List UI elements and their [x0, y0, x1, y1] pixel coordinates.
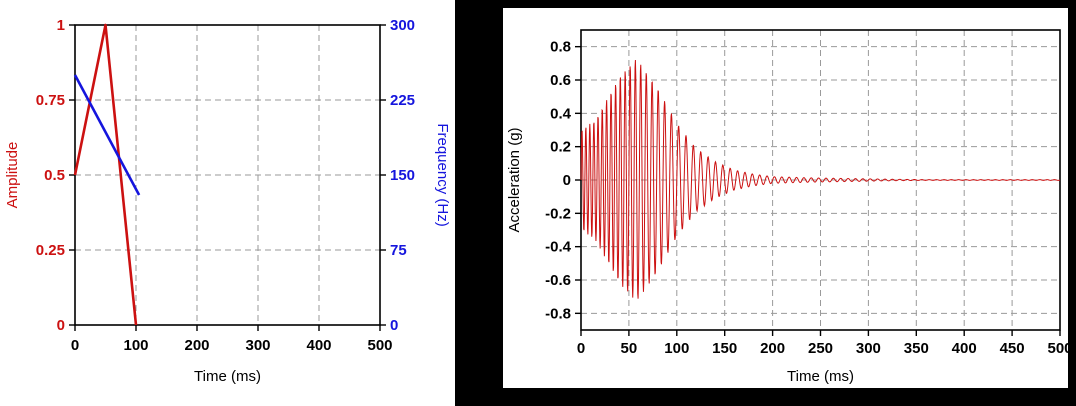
y-axis-title: Acceleration (g): [506, 127, 523, 232]
x-axis-title: Time (ms): [787, 368, 854, 385]
x-tick-label: 100: [664, 340, 689, 357]
y-tick-label: -0.6: [545, 272, 571, 289]
x-tick-label: 50: [621, 340, 638, 357]
x-tick-label: 300: [856, 340, 881, 357]
x-tick-label: 300: [245, 337, 270, 354]
x-tick-label: 150: [712, 340, 737, 357]
x-tick-label: 450: [1000, 340, 1025, 357]
right-y-tick-label: 75: [390, 242, 407, 259]
x-tick-label: 200: [760, 340, 785, 357]
x-axis-title: Time (ms): [194, 368, 261, 385]
y-tick-label: 0.8: [550, 39, 571, 56]
right-axis-title: Frequency (Hz): [434, 123, 451, 226]
x-tick-label: 0: [577, 340, 585, 357]
amplitude-frequency-chart: 0 100 200 300 400 500 0 0.25 0.5 0.75 1 0 75 150 225 30…: [4, 17, 451, 385]
x-tick-label: 250: [808, 340, 833, 357]
left-y-tick-label: 0.5: [44, 167, 65, 184]
left-axis-title: Amplitude: [4, 142, 21, 209]
right-y-tick-label: 150: [390, 167, 415, 184]
right-y-tick-label: 225: [390, 92, 415, 109]
x-tick-label: 400: [952, 340, 977, 357]
left-y-tick-label: 1: [57, 17, 65, 34]
x-tick-label: 400: [306, 337, 331, 354]
left-y-tick-label: 0.75: [36, 92, 65, 109]
x-tick-label: 0: [71, 337, 79, 354]
x-tick-label: 350: [904, 340, 929, 357]
series-frequency-hz: [73, 74, 141, 196]
series-acceleration: [580, 60, 1061, 299]
amplitude-frequency-chart-panel: 0 100 200 300 400 500 0 0.25 0.5 0.75 1 0 75 150 225 30…: [0, 0, 455, 406]
acceleration-chart-frame: 0 50 100 150 200 250 300 350 400 450 500 -0.8 -0.6 -0…: [455, 0, 1076, 406]
right-y-tick-label: 300: [390, 17, 415, 34]
x-tick-label: 500: [367, 337, 392, 354]
acceleration-chart: 0 50 100 150 200 250 300 350 400 450 500 -0.8 -0.6 -0…: [506, 29, 1068, 385]
series-amplitude: [73, 23, 138, 326]
x-tick-label: 500: [1047, 340, 1068, 357]
left-y-tick-label: 0: [57, 317, 65, 334]
x-tick-label: 100: [123, 337, 148, 354]
y-tick-label: -0.8: [545, 305, 571, 322]
right-y-tick-label: 0: [390, 317, 398, 334]
y-tick-label: 0.4: [550, 105, 572, 122]
y-tick-label: 0.6: [550, 72, 571, 89]
left-y-tick-label: 0.25: [36, 242, 65, 259]
x-tick-label: 200: [184, 337, 209, 354]
y-tick-label: -0.2: [545, 205, 571, 222]
y-tick-label: 0.2: [550, 139, 571, 156]
y-tick-label: 0: [563, 172, 571, 189]
acceleration-chart-panel: 0 50 100 150 200 250 300 350 400 450 500 -0.8 -0.6 -0…: [503, 8, 1068, 388]
y-tick-label: -0.4: [545, 239, 572, 256]
